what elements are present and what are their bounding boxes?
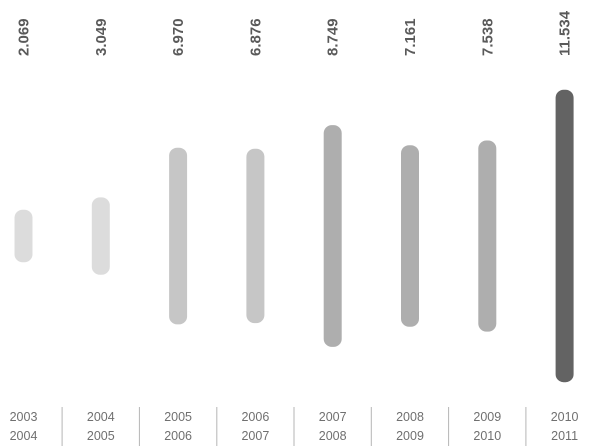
value-label: 11.534 bbox=[557, 10, 574, 56]
bar-2009-2010 bbox=[478, 140, 497, 332]
value-label: 6.876 bbox=[247, 18, 264, 56]
value-label: 6.970 bbox=[170, 18, 187, 56]
bar-2006-2007 bbox=[246, 148, 265, 324]
category-label-end: 2007 bbox=[241, 429, 269, 443]
category-label-start: 2006 bbox=[241, 410, 269, 424]
category-label-end: 2011 bbox=[551, 429, 578, 443]
bar-2005-2006 bbox=[169, 147, 188, 325]
category-label-end: 2009 bbox=[396, 429, 424, 443]
value-label: 7.538 bbox=[479, 18, 496, 56]
category-label-end: 2006 bbox=[164, 429, 192, 443]
category-label-start: 2009 bbox=[473, 410, 501, 424]
value-label: 7.161 bbox=[402, 18, 419, 56]
category-label-end: 2008 bbox=[319, 429, 347, 443]
bar-2010-2011 bbox=[555, 89, 574, 383]
category-label-start: 2008 bbox=[396, 410, 424, 424]
value-label: 3.049 bbox=[93, 18, 110, 56]
category-label-start: 2004 bbox=[87, 410, 115, 424]
bar-2007-2008 bbox=[323, 125, 342, 347]
bar-2004-2005 bbox=[91, 197, 110, 275]
category-label-start: 2003 bbox=[10, 410, 38, 424]
bar-2003-2004 bbox=[14, 209, 33, 263]
value-label: 2.069 bbox=[16, 18, 33, 56]
category-label-start: 2010 bbox=[551, 410, 579, 424]
category-label-end: 2005 bbox=[87, 429, 115, 443]
category-label-start: 2007 bbox=[319, 410, 347, 424]
value-label: 8.749 bbox=[325, 18, 342, 56]
category-label-end: 2004 bbox=[10, 429, 38, 443]
category-label-end: 2010 bbox=[473, 429, 501, 443]
category-label-start: 2005 bbox=[164, 410, 192, 424]
bar-2008-2009 bbox=[401, 145, 419, 327]
